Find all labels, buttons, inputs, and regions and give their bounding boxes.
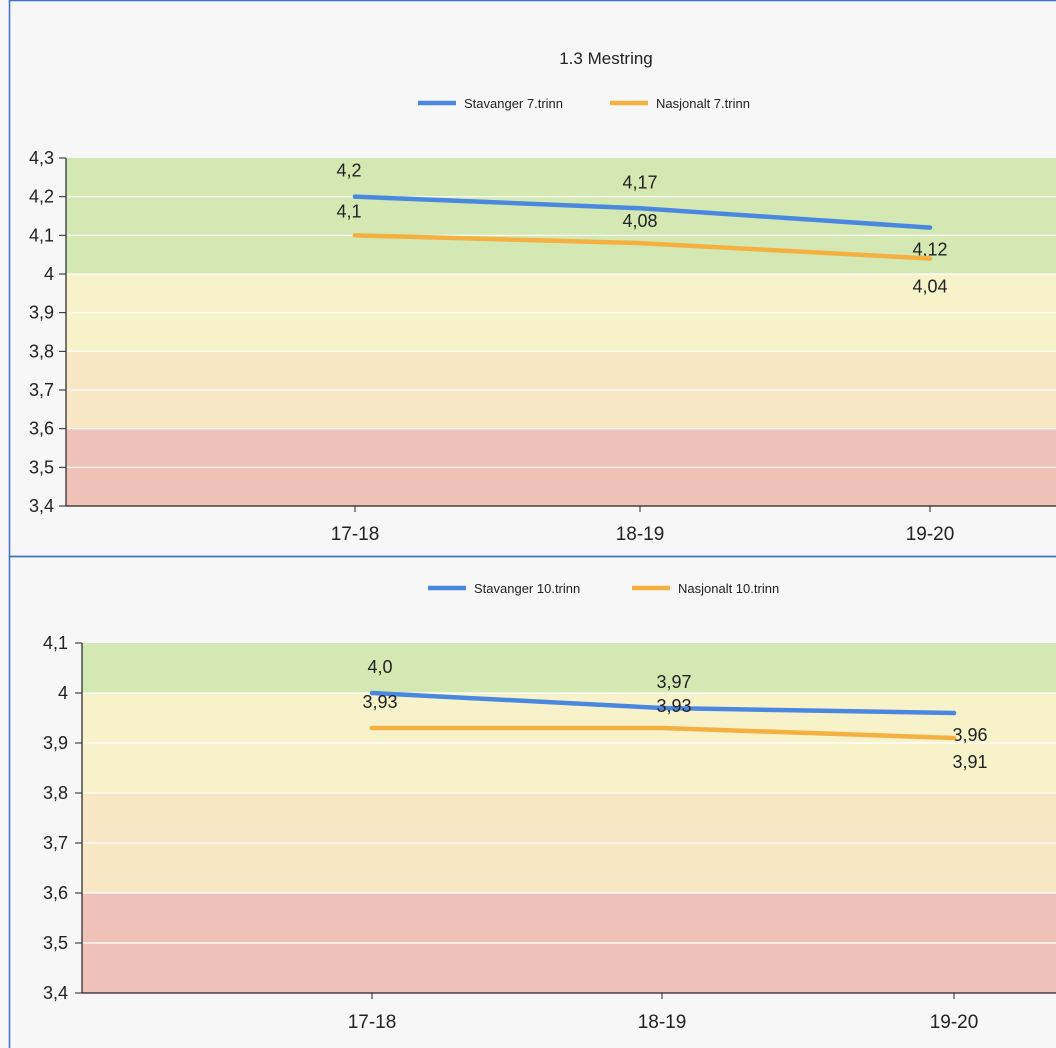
legend-label: Nasjonalt 10.trinn — [678, 581, 779, 596]
chart-top: 4,3 4,2 4,1 4 3,9 3,8 3,7 3,6 3,5 3,4 17-18 18-19 19… — [29, 96, 1056, 545]
y-tick-label: 4,1 — [43, 633, 68, 653]
band-green — [82, 643, 1056, 693]
data-label: 4,0 — [367, 657, 392, 677]
legend-label: Nasjonalt 7.trinn — [656, 96, 750, 111]
y-tick-label: 4,3 — [29, 148, 54, 168]
x-tick-label: 19-20 — [930, 1012, 979, 1033]
data-label: 4,17 — [622, 172, 657, 192]
y-tick-label: 3,6 — [43, 883, 68, 903]
data-label: 4,08 — [622, 211, 657, 231]
data-point — [659, 725, 665, 731]
data-point — [352, 194, 358, 199]
data-point — [352, 233, 358, 238]
y-tick-label: 3,4 — [43, 983, 68, 1003]
data-label: 3,97 — [656, 672, 691, 692]
data-point — [369, 725, 375, 731]
y-tick-label: 3,8 — [43, 783, 68, 803]
data-point — [369, 690, 375, 696]
data-label: 4,2 — [336, 161, 361, 181]
x-tick-label: 18-19 — [616, 524, 665, 545]
y-tick-label: 4,2 — [29, 187, 54, 207]
y-tick-label: 3,7 — [29, 380, 54, 400]
chart-panel-frame-bottom — [8, 555, 1056, 1048]
y-tick-label: 3,7 — [43, 833, 68, 853]
y-tick-label: 3,5 — [29, 457, 54, 477]
data-label: 4,04 — [912, 277, 947, 297]
data-label: 4,12 — [912, 240, 947, 260]
data-point — [637, 206, 643, 211]
data-label: 3,96 — [952, 725, 987, 745]
data-point — [951, 735, 957, 741]
x-tick-label: 19-20 — [906, 524, 955, 545]
chart-bottom: 4,1 4 3,9 3,8 3,7 3,6 3,5 3,4 17-18 18-19 19-20 4,0… — [43, 581, 1056, 1033]
legend-label: Stavanger 7.trinn — [464, 96, 563, 111]
legend-label: Stavanger 10.trinn — [474, 581, 580, 596]
data-label: 4,1 — [336, 201, 361, 221]
data-point — [659, 705, 665, 711]
x-tick-label: 18-19 — [638, 1012, 687, 1033]
y-tick-label: 3,8 — [29, 341, 54, 361]
data-point — [637, 240, 643, 246]
x-tick-label: 17-18 — [331, 524, 380, 545]
y-tick-label: 3,5 — [43, 933, 68, 953]
y-tick-label: 3,6 — [29, 419, 54, 439]
y-tick-label: 4 — [44, 264, 54, 284]
y-tick-label: 3,4 — [29, 496, 54, 516]
y-tick-label: 4 — [58, 683, 68, 703]
data-point — [927, 225, 933, 230]
chart-title: 1.3 Mestring — [559, 49, 653, 68]
data-point — [927, 256, 933, 261]
data-point — [951, 710, 957, 716]
data-label: 3,93 — [362, 692, 397, 712]
y-tick-label: 3,9 — [43, 733, 68, 753]
y-tick-label: 4,1 — [29, 225, 54, 245]
data-label: 3,91 — [952, 752, 987, 772]
x-tick-label: 17-18 — [348, 1012, 397, 1033]
data-label: 3,93 — [656, 696, 691, 716]
y-tick-label: 3,9 — [29, 303, 54, 323]
